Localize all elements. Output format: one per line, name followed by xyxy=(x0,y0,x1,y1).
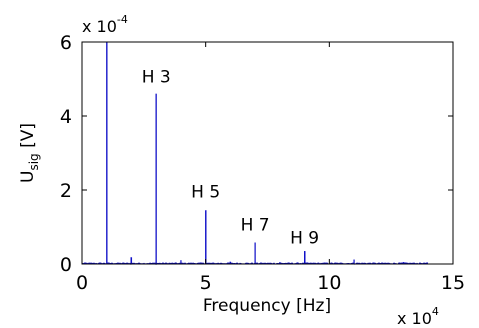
x-tick-label: 5 xyxy=(200,272,212,294)
annotation-layer: H 3 H 5 H 7 H 9 xyxy=(142,68,319,249)
y-tick-label: 4 xyxy=(60,106,72,128)
y-multiplier: x 10-4 xyxy=(82,13,128,36)
x-tick-label: 0 xyxy=(76,272,88,294)
x-multiplier-exponent: 4 xyxy=(432,305,439,318)
y-tick-label: 2 xyxy=(60,180,72,202)
harmonic-annotation: H 9 xyxy=(290,229,319,249)
y-tick-label: 0 xyxy=(60,254,72,276)
x-tick-label: 15 xyxy=(441,272,465,294)
y-multiplier-base: x 10 xyxy=(82,17,117,36)
harmonic-annotation: H 7 xyxy=(241,216,270,236)
y-multiplier-exponent: -4 xyxy=(117,13,128,26)
y-axis-label-main: U xyxy=(18,171,38,183)
y-axis-label-unit: [V] xyxy=(18,123,38,153)
y-axis-label: Usig [V] xyxy=(18,123,41,183)
harmonic-annotation: H 3 xyxy=(142,68,171,88)
x-tick-label: 10 xyxy=(317,272,341,294)
y-tick-label: 6 xyxy=(60,32,72,54)
x-multiplier: x 104 xyxy=(397,305,439,328)
harmonic-annotation: H 5 xyxy=(191,182,220,202)
y-axis-label-subscript: sig xyxy=(27,153,41,170)
x-tick-layer: 0 5 10 15 xyxy=(76,42,465,294)
x-multiplier-base: x 10 xyxy=(397,309,432,328)
plot-frame xyxy=(81,41,454,265)
y-tick-layer: 0 2 4 6 xyxy=(60,32,453,276)
x-axis-label: Frequency [Hz] xyxy=(203,296,331,316)
